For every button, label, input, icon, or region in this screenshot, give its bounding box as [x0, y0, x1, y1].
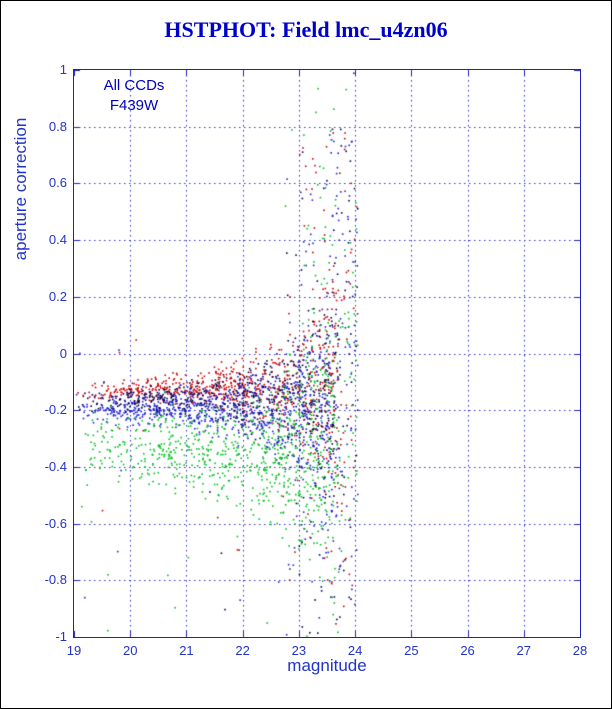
x-axis-label: magnitude — [287, 656, 367, 675]
plot-area: All CCDs F439W — [73, 69, 581, 638]
scatter-canvas — [74, 70, 580, 637]
x-tick-label: 23 — [291, 643, 307, 658]
y-tick-label: -0.4 — [44, 458, 67, 474]
y-tick-label: 0.4 — [48, 232, 67, 248]
annotation-filter: F439W — [109, 97, 159, 114]
y-tick-label: -1 — [55, 629, 67, 644]
y-tick-label: -0.8 — [44, 572, 67, 588]
x-tick-label: 24 — [347, 643, 363, 658]
y-tick-label: -0.2 — [44, 402, 67, 418]
x-tick-label: 20 — [122, 643, 138, 658]
y-tick-label: 0.2 — [48, 288, 67, 304]
x-tick-label: 28 — [572, 643, 588, 658]
x-tick-label: 26 — [460, 643, 475, 658]
y-tick-label: 0 — [59, 345, 67, 361]
y-tick-label: 1 — [59, 62, 67, 77]
x-tick-label: 21 — [179, 643, 194, 658]
y-tick-label: 0.6 — [48, 175, 67, 191]
x-tick-label: 27 — [516, 643, 531, 658]
x-tick-label: 22 — [235, 643, 250, 658]
annotation-all-ccds: All CCDs — [103, 77, 165, 94]
x-tick-label: 25 — [404, 643, 419, 658]
y-tick-label: 0.8 — [48, 118, 67, 134]
y-tick-label: -0.6 — [44, 515, 67, 531]
x-tick-label: 19 — [66, 643, 82, 658]
chart-title: HSTPHOT: Field lmc_u4zn06 — [164, 17, 448, 42]
annotation-block: All CCDs F439W — [88, 76, 180, 116]
